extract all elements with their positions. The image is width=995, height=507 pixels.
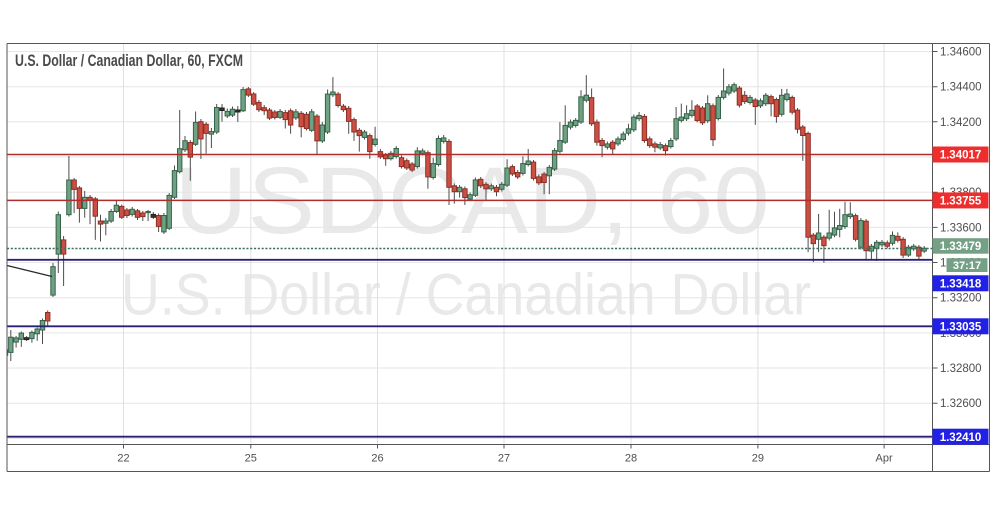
- svg-text:26: 26: [371, 453, 383, 465]
- svg-text:Apr: Apr: [876, 453, 893, 465]
- svg-text:1.34017: 1.34017: [940, 150, 982, 162]
- svg-text:1.33479: 1.33479: [940, 241, 982, 253]
- svg-text:1.34600: 1.34600: [940, 47, 982, 59]
- svg-text:1.32800: 1.32800: [940, 363, 982, 375]
- svg-text:1.33600: 1.33600: [940, 222, 982, 234]
- svg-text:1.33418: 1.33418: [940, 279, 982, 291]
- svg-text:1.34400: 1.34400: [940, 82, 982, 94]
- svg-text:1.33200: 1.33200: [940, 293, 982, 305]
- svg-text:U.S. Dollar / Canadian Dollar,: U.S. Dollar / Canadian Dollar, 60, FXCM: [15, 51, 243, 70]
- svg-text:1.33755: 1.33755: [940, 196, 982, 208]
- svg-text:22: 22: [117, 453, 129, 465]
- svg-text:1.33035: 1.33035: [940, 322, 982, 334]
- svg-text:1.32600: 1.32600: [940, 398, 982, 410]
- svg-text:37:17: 37:17: [953, 260, 981, 272]
- svg-text:28: 28: [625, 453, 637, 465]
- svg-text:1.34200: 1.34200: [940, 117, 982, 129]
- svg-text:1.32410: 1.32410: [940, 432, 982, 444]
- svg-text:U.S. Dollar / Canadian Dollar: U.S. Dollar / Canadian Dollar: [121, 263, 811, 328]
- svg-text:27: 27: [498, 453, 510, 465]
- svg-text:29: 29: [752, 453, 764, 465]
- svg-text:25: 25: [245, 453, 257, 465]
